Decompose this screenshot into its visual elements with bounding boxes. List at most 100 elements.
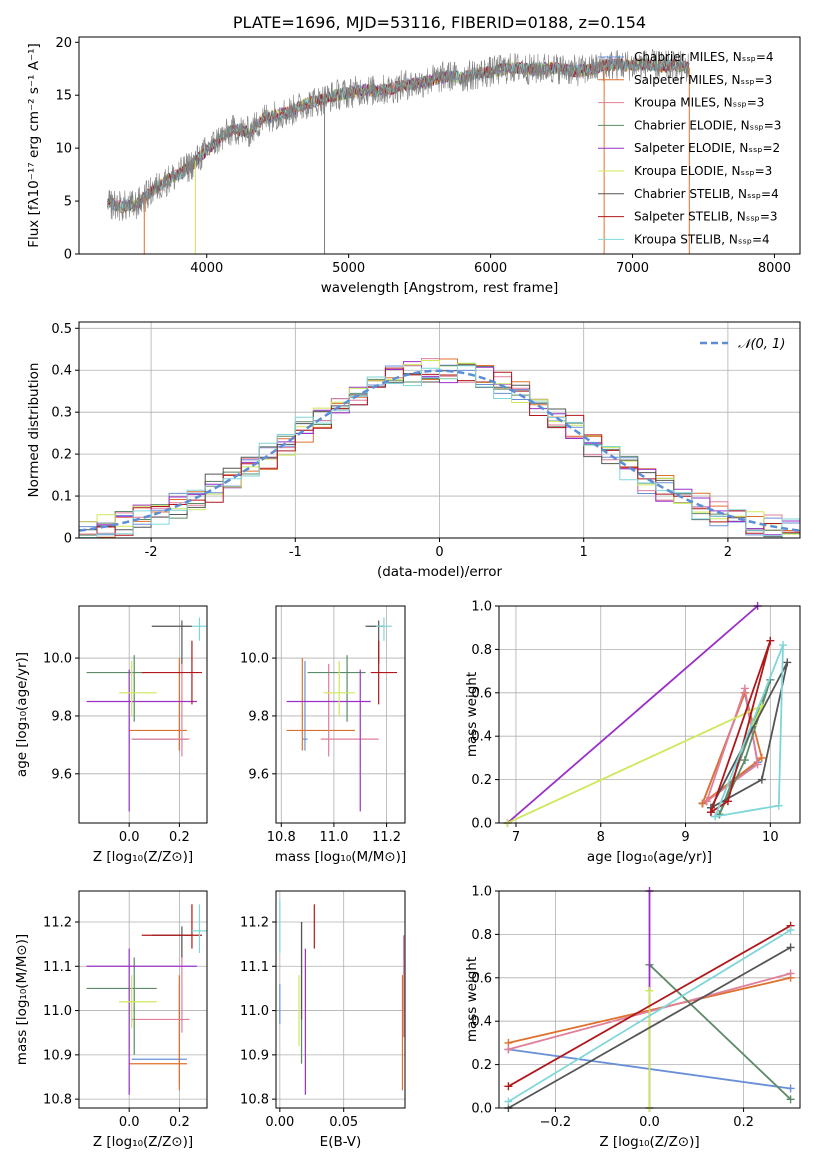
weight-marker xyxy=(504,1082,513,1091)
y-axis-label: mass weight xyxy=(464,957,480,1042)
weight-series xyxy=(503,602,762,827)
y-tick-label: 0 xyxy=(64,532,72,547)
y-tick-label: 1.0 xyxy=(471,600,492,615)
errorbar-point xyxy=(323,660,355,716)
weight-marker xyxy=(706,808,715,817)
x-tick-label: 0 xyxy=(435,545,443,560)
y-tick-label: 1.0 xyxy=(471,885,492,900)
weight-line xyxy=(507,929,792,1103)
weight-marker xyxy=(766,636,775,645)
legend-label: Kroupa STELIB, Nₛₛₚ=4 xyxy=(634,232,770,246)
weight-marker xyxy=(753,760,762,769)
x-tick-label: 2 xyxy=(724,545,732,560)
y-tick-label: 0.2 xyxy=(471,1058,492,1073)
legend-label: Chabrier ELODIE, Nₛₛₚ=3 xyxy=(634,118,781,132)
y-axis-label: mass [log₁₀(M/M⊙)] xyxy=(14,934,30,1065)
legend: Chabrier MILES, Nₛₛₚ=4 Salpeter MILES, Nₛ… xyxy=(598,50,781,246)
y-tick-label: 0.4 xyxy=(471,1015,492,1030)
y-tick-label: 0.8 xyxy=(471,643,492,658)
weight-marker xyxy=(786,1095,795,1104)
x-tick-label: 0.0 xyxy=(119,830,140,845)
x-tick-label: 8 xyxy=(597,830,605,845)
y-tick-label: 9.8 xyxy=(51,709,72,724)
errorbar-point xyxy=(191,904,207,953)
x-tick-label: −0.2 xyxy=(540,1115,572,1130)
weight-series xyxy=(706,658,792,812)
mass_vs_ebv-panel: 0.00 0.05 10.8 10.9 11.0 11.1 11.2 E(B-V) xyxy=(240,890,406,1150)
x-tick-label: 10.8 xyxy=(267,830,296,845)
weight-line xyxy=(506,605,759,824)
y-tick-label: 0.4 xyxy=(471,730,492,745)
axes-frame xyxy=(498,605,801,824)
errorbar-point xyxy=(307,655,366,722)
errorbar-point xyxy=(141,904,202,949)
y-tick-label: 11.1 xyxy=(43,960,72,975)
legend-label: Salpeter ELODIE, Nₛₛₚ=2 xyxy=(634,141,780,155)
y-tick-label: 10.9 xyxy=(240,1048,269,1063)
weight-marker xyxy=(645,986,654,995)
x-tick-label: 11.2 xyxy=(372,830,401,845)
x-tick-label: 0.0 xyxy=(639,1115,660,1130)
x-axis-label: E(B-V) xyxy=(320,1134,362,1150)
weight-marker xyxy=(757,753,766,762)
x-tick-label: 1 xyxy=(580,545,588,560)
errorbar-point xyxy=(131,935,190,1033)
errorbar-point xyxy=(129,975,187,1091)
y-tick-label: 15 xyxy=(55,89,72,104)
weight-series xyxy=(503,701,766,827)
age_vs_mass-panel: 10.8 11.0 11.2 9.6 9.8 10.0 mass [log₁₀(M/M⊙)] xyxy=(240,605,406,865)
errorbar-point xyxy=(86,655,147,722)
weight-line xyxy=(648,964,792,1100)
y-axis-label: Flux [fλ10⁻¹⁷ erg cm⁻² s⁻¹ A⁻¹] xyxy=(26,43,42,248)
errorbar-point xyxy=(119,975,157,1029)
y-tick-label: 0.0 xyxy=(471,817,492,832)
axes-frame xyxy=(498,890,801,1109)
y-tick-label: 5 xyxy=(64,195,72,210)
weight-marker xyxy=(723,797,732,806)
legend-label: Kroupa ELODIE, Nₛₛₚ=3 xyxy=(634,164,772,178)
x-tick-label: 0.2 xyxy=(169,1115,190,1130)
errorbar-point xyxy=(286,658,355,751)
y-tick-label: 9.6 xyxy=(51,767,72,782)
y-axis-label: mass weight xyxy=(464,672,480,757)
spectrum-lines xyxy=(107,48,690,254)
x-axis-label: mass [log₁₀(M/M⊙)] xyxy=(275,849,406,865)
weight-marker xyxy=(786,943,795,952)
residuals-panel: -2 -1 0 1 2 0 0.1 0.2 0.3 0.4 0.5 (data-model)/erro… xyxy=(26,321,801,580)
errorbar-point xyxy=(370,640,398,705)
x-tick-label: 0.0 xyxy=(119,1115,140,1130)
weight-marker xyxy=(774,801,783,810)
y-tick-label: 10.0 xyxy=(43,652,72,667)
y-tick-label: 0.8 xyxy=(471,928,492,943)
legend-label: Salpeter STELIB, Nₛₛₚ=3 xyxy=(634,210,778,224)
x-axis-label: Z [log₁₀(Z/Z⊙)] xyxy=(93,1134,193,1150)
errorbar-point xyxy=(131,984,187,1086)
weight_vs_Z-panel: −0.2 0.0 0.2 0.0 0.2 0.4 0.6 0.8 1.0 Z [log₁₀(Z/Z… xyxy=(464,885,801,1150)
y-tick-label: 11.0 xyxy=(43,1004,72,1019)
x-axis-label: Z [log₁₀(Z/Z⊙)] xyxy=(93,849,193,865)
y-tick-label: 20 xyxy=(55,36,72,51)
y-tick-label: 10.8 xyxy=(43,1093,72,1108)
weight-marker xyxy=(757,775,766,784)
y-tick-label: 10.9 xyxy=(43,1048,72,1063)
x-tick-label: 10 xyxy=(762,830,779,845)
age_vs_Z-panel: 0.0 0.2 9.6 9.8 10.0 Z [log₁₀(Z/Z⊙)] age [log₁… xyxy=(14,605,208,865)
axes-frame xyxy=(275,890,406,1109)
x-tick-label: 7000 xyxy=(616,261,649,276)
x-tick-label: 11.0 xyxy=(319,830,348,845)
errorbar-point xyxy=(86,948,197,1095)
legend-label: Salpeter MILES, Nₛₛₚ=3 xyxy=(634,73,772,87)
grid xyxy=(276,891,405,1108)
legend-label: Kroupa MILES, Nₛₛₚ=3 xyxy=(634,96,764,110)
axes-frame xyxy=(78,605,208,824)
weight-line xyxy=(718,679,772,815)
x-tick-label: 5000 xyxy=(332,261,365,276)
weight-line xyxy=(507,924,792,1088)
x-axis-label: (data-model)/error xyxy=(377,564,503,580)
y-tick-label: 10.0 xyxy=(240,652,269,667)
mass_vs_Z-panel: 0.0 0.2 10.8 10.9 11.0 11.1 11.2 Z [log₁₀(Z/Z⊙)… xyxy=(14,890,208,1150)
y-tick-label: 0.0 xyxy=(471,1102,492,1117)
weight-series xyxy=(711,641,788,821)
y-tick-label: 10 xyxy=(55,142,72,157)
